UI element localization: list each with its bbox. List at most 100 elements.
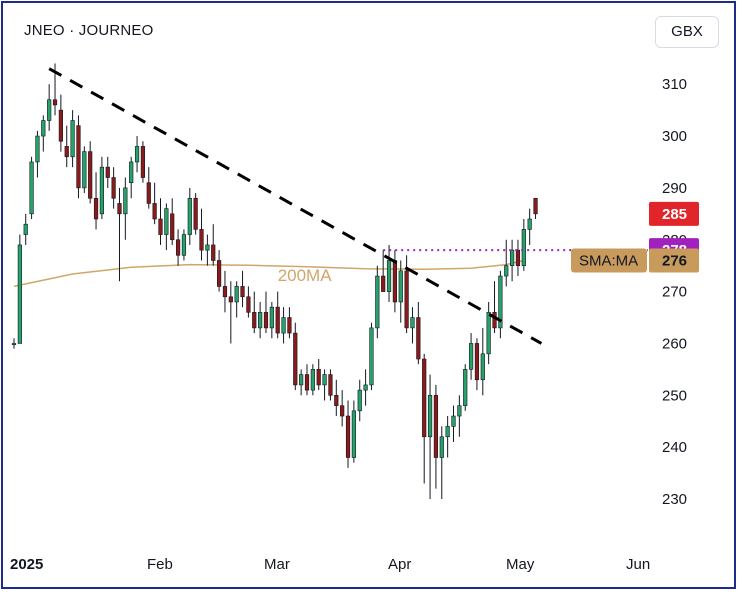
candle-body bbox=[58, 109, 63, 142]
candle bbox=[258, 301, 263, 339]
x-tick-label: Apr bbox=[388, 556, 411, 573]
candle bbox=[299, 369, 304, 396]
candle bbox=[205, 234, 210, 266]
candle bbox=[11, 338, 17, 349]
candle-body bbox=[17, 244, 22, 344]
candle-body bbox=[175, 239, 181, 256]
candle bbox=[193, 193, 198, 235]
symbol-ticker: JNEO bbox=[24, 22, 65, 39]
candle-body bbox=[293, 332, 298, 386]
candle-body bbox=[234, 286, 239, 303]
candle-body bbox=[211, 244, 216, 261]
price-tag: SMA:MA 276 bbox=[571, 248, 699, 273]
candle bbox=[293, 322, 298, 391]
moving-average-label: 200MA bbox=[278, 266, 333, 285]
moving-average-layer: 200MA bbox=[13, 259, 524, 288]
candle-body bbox=[433, 394, 439, 458]
candle-body bbox=[474, 343, 480, 381]
candle-body bbox=[463, 369, 468, 406]
candle bbox=[35, 130, 40, 178]
currency-button[interactable]: GBX bbox=[655, 16, 719, 48]
candle-body bbox=[386, 260, 392, 292]
candle-body bbox=[35, 135, 40, 163]
candle-body bbox=[504, 265, 509, 277]
candle bbox=[433, 384, 439, 489]
candle-body bbox=[468, 343, 474, 370]
candle-body bbox=[52, 99, 58, 106]
candle bbox=[170, 198, 175, 245]
candle bbox=[427, 374, 433, 499]
candle bbox=[129, 156, 134, 199]
candle-body bbox=[533, 197, 538, 215]
candle-body bbox=[123, 187, 128, 215]
candle-body bbox=[310, 369, 315, 391]
candle-body bbox=[340, 405, 345, 417]
candle-body bbox=[439, 436, 444, 458]
candle-body bbox=[140, 146, 146, 178]
candle-body bbox=[70, 120, 75, 158]
candle bbox=[181, 229, 187, 261]
candle bbox=[146, 167, 151, 209]
candle bbox=[199, 208, 204, 261]
candle-body bbox=[381, 275, 386, 292]
x-axis: 2025 Feb Mar Apr May Jun bbox=[10, 556, 650, 573]
candle-body bbox=[404, 270, 409, 329]
candle bbox=[234, 281, 239, 318]
candle bbox=[527, 208, 532, 245]
candle bbox=[23, 213, 28, 245]
candle bbox=[175, 229, 181, 266]
candle bbox=[533, 197, 538, 220]
candle bbox=[88, 141, 93, 204]
y-tick-label: 260 bbox=[662, 335, 687, 352]
candle bbox=[457, 395, 462, 437]
candle-body bbox=[422, 358, 427, 438]
price-tag-box bbox=[649, 201, 699, 226]
x-tick-label: Jun bbox=[626, 556, 650, 573]
candle bbox=[76, 115, 81, 199]
candle bbox=[82, 146, 87, 194]
candle-body bbox=[351, 410, 356, 458]
candle bbox=[474, 338, 480, 391]
candle bbox=[263, 291, 269, 334]
candle bbox=[287, 307, 292, 339]
y-axis: 230240250260270280290300310 bbox=[662, 76, 687, 508]
candle-body bbox=[164, 208, 169, 235]
candle bbox=[29, 156, 34, 220]
candle bbox=[439, 426, 444, 499]
trendline bbox=[48, 67, 543, 345]
candle-body bbox=[187, 197, 192, 235]
candle bbox=[498, 270, 503, 339]
candle-body bbox=[492, 312, 497, 329]
candle-body bbox=[527, 218, 532, 230]
candle bbox=[398, 260, 403, 323]
candle-body bbox=[357, 389, 362, 412]
candle bbox=[316, 359, 321, 391]
candle bbox=[480, 327, 485, 396]
candle-body bbox=[334, 394, 339, 406]
candle-body bbox=[205, 244, 210, 251]
candle-body bbox=[217, 260, 222, 287]
candle-body bbox=[509, 249, 515, 266]
candle-body bbox=[23, 223, 28, 235]
candle bbox=[463, 364, 468, 411]
y-tick-label: 270 bbox=[662, 284, 687, 301]
candle-body bbox=[445, 426, 450, 438]
candle bbox=[111, 167, 116, 209]
candle-body bbox=[521, 229, 526, 266]
symbol-separator: · bbox=[69, 22, 75, 39]
candle-body bbox=[246, 296, 251, 313]
symbol-name: JOURNEO bbox=[78, 22, 154, 39]
candle-body bbox=[170, 213, 175, 241]
candle-body bbox=[369, 327, 374, 386]
x-tick-label: 2025 bbox=[10, 556, 43, 573]
candle-body bbox=[129, 161, 134, 184]
candle-body bbox=[480, 353, 485, 381]
moving-average-line bbox=[13, 259, 524, 288]
candle-body bbox=[375, 275, 380, 329]
candle bbox=[99, 156, 104, 220]
candle-body bbox=[398, 270, 403, 303]
candle bbox=[422, 353, 427, 484]
candle bbox=[509, 239, 515, 282]
candle-body bbox=[134, 146, 140, 163]
